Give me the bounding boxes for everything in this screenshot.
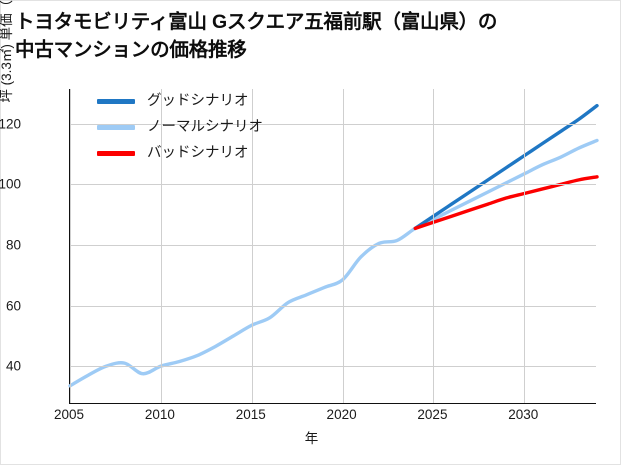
legend-item[interactable]: バッドシナリオ [97,145,263,162]
legend-item-label: バッドシナリオ [147,145,249,162]
y-tick-label: 100 [0,176,21,192]
x-tick-label: 2025 [417,407,448,422]
legend-line-icon [97,99,135,104]
y-tick-label: 60 [5,298,21,314]
gridline-horizontal [70,245,596,246]
series-line-normal [68,138,599,388]
series-line-good [413,103,599,231]
y-tick-label: 40 [5,358,21,374]
x-tick-label: 2005 [53,407,85,422]
series-line-bad [413,175,599,231]
legend-item[interactable]: グッドシナリオ [97,93,263,110]
chart-title: トヨタモビリティ富山 Gスクエア五福前駅（富山県）の 中古マンションの価格推移 [15,11,498,61]
x-axis-label: 年 [304,431,319,446]
legend-item-label: グッドシナリオ [147,93,249,110]
gridline-vertical [524,89,526,403]
x-tick-label: 2010 [144,407,175,422]
y-axis-label: 坪 (3.3㎡) 単価（万円） [0,0,14,103]
gridline-vertical [342,89,344,403]
gridline-horizontal [70,184,596,186]
gridline-horizontal [70,123,596,125]
gridline-vertical [433,89,435,403]
plot-area [68,89,599,404]
x-tick-label: 2015 [235,407,266,422]
gridline-vertical [251,89,253,403]
gridline-horizontal [70,305,596,307]
legend-line-icon [97,125,135,130]
legend-line-icon [97,151,135,156]
x-tick-label: 2030 [508,407,539,422]
legend-item[interactable]: ノーマルシナリオ [97,119,263,136]
chart-legend: グッドシナリオ ノーマルシナリオ バッドシナリオ [97,93,263,162]
gridline-vertical [70,89,71,403]
y-tick-label: 80 [5,237,21,253]
x-tick-label: 2020 [326,407,357,422]
gridline-vertical [160,89,162,403]
gridline-horizontal [70,366,596,368]
legend-item-label: ノーマルシナリオ [147,119,263,136]
